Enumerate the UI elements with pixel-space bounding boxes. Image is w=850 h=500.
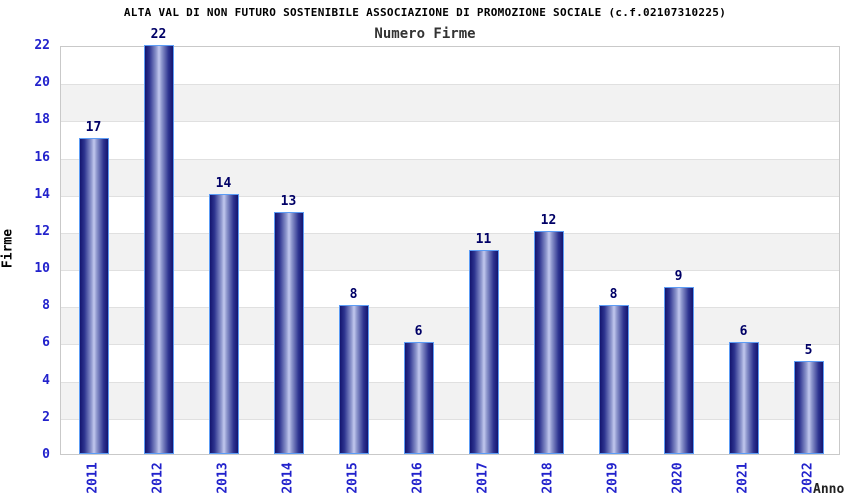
bar-2014 [273,212,304,454]
background-band [61,232,839,271]
y-tick-label: 2 [42,409,50,425]
x-tick-label: 2014 [280,462,295,494]
gridline [61,232,839,234]
bar-2020 [663,286,694,454]
plot-area: 17 22 14 13 8 6 11 12 8 9 6 5 [60,27,840,455]
x-tick-label: 2018 [540,462,555,494]
gridline [61,121,839,123]
bar-2012 [143,45,174,454]
gridline [61,344,839,346]
y-tick-label: 4 [42,372,50,388]
bar-value-label: 17 [85,119,102,135]
x-tick-label: 2013 [215,462,230,494]
x-tick-label: 2017 [475,462,490,494]
background-band [61,307,839,345]
background-band [61,381,839,419]
y-tick-label: 14 [34,186,50,202]
bar-value-label: 9 [674,268,683,284]
gridline [61,195,839,197]
bar-value-label: 22 [150,27,167,42]
x-tick-label: 2019 [605,462,620,494]
chart-subtitle: Numero Firme [374,26,476,42]
bar-value-label: 6 [414,324,423,340]
x-tick-label: 2011 [85,462,100,494]
bar-value-label: 12 [540,212,557,228]
bar-value-label: 11 [475,231,492,247]
bar-value-label: 13 [280,194,297,210]
gridline [61,158,839,160]
gridline [61,84,839,86]
bar-value-label: 14 [215,175,232,191]
gridline [61,270,839,272]
bar-2017 [468,249,499,454]
y-tick-label: 6 [42,335,50,351]
chart-title: ALTA VAL DI NON FUTURO SOSTENIBILE ASSOC… [123,6,727,19]
y-tick-label: 8 [42,298,50,314]
x-tick-label: 2015 [345,462,360,494]
y-tick-label: 20 [34,75,50,91]
x-tick-label: 2016 [410,462,425,494]
bar-2022 [793,361,824,454]
bar-2016 [403,342,434,454]
y-tick-label: 12 [34,223,50,239]
gridline [61,381,839,383]
x-axis-title: Anno [813,482,845,497]
bar-2011 [78,137,109,454]
background-band [61,84,839,122]
y-tick-label: 10 [34,261,50,277]
background-band [61,158,839,196]
y-tick-label: 16 [34,149,50,165]
gridline [61,307,839,309]
bar-value-label: 6 [739,324,748,340]
bar-2021 [728,342,759,454]
y-tick-label: 18 [34,112,50,128]
y-tick-label: 0 [42,447,50,462]
gridline [61,418,839,420]
bar-value-label: 5 [804,343,813,359]
bar-value-label: 8 [609,287,618,303]
bar-2013 [208,193,239,454]
bar-value-label: 8 [349,287,358,303]
bar-2019 [598,305,629,454]
x-tick-label: 2021 [735,462,750,494]
bar-2015 [338,305,369,454]
bar-2018 [533,230,564,454]
y-tick-label: 22 [34,38,50,53]
x-tick-label: 2012 [150,462,165,494]
x-tick-label: 2020 [670,462,685,494]
